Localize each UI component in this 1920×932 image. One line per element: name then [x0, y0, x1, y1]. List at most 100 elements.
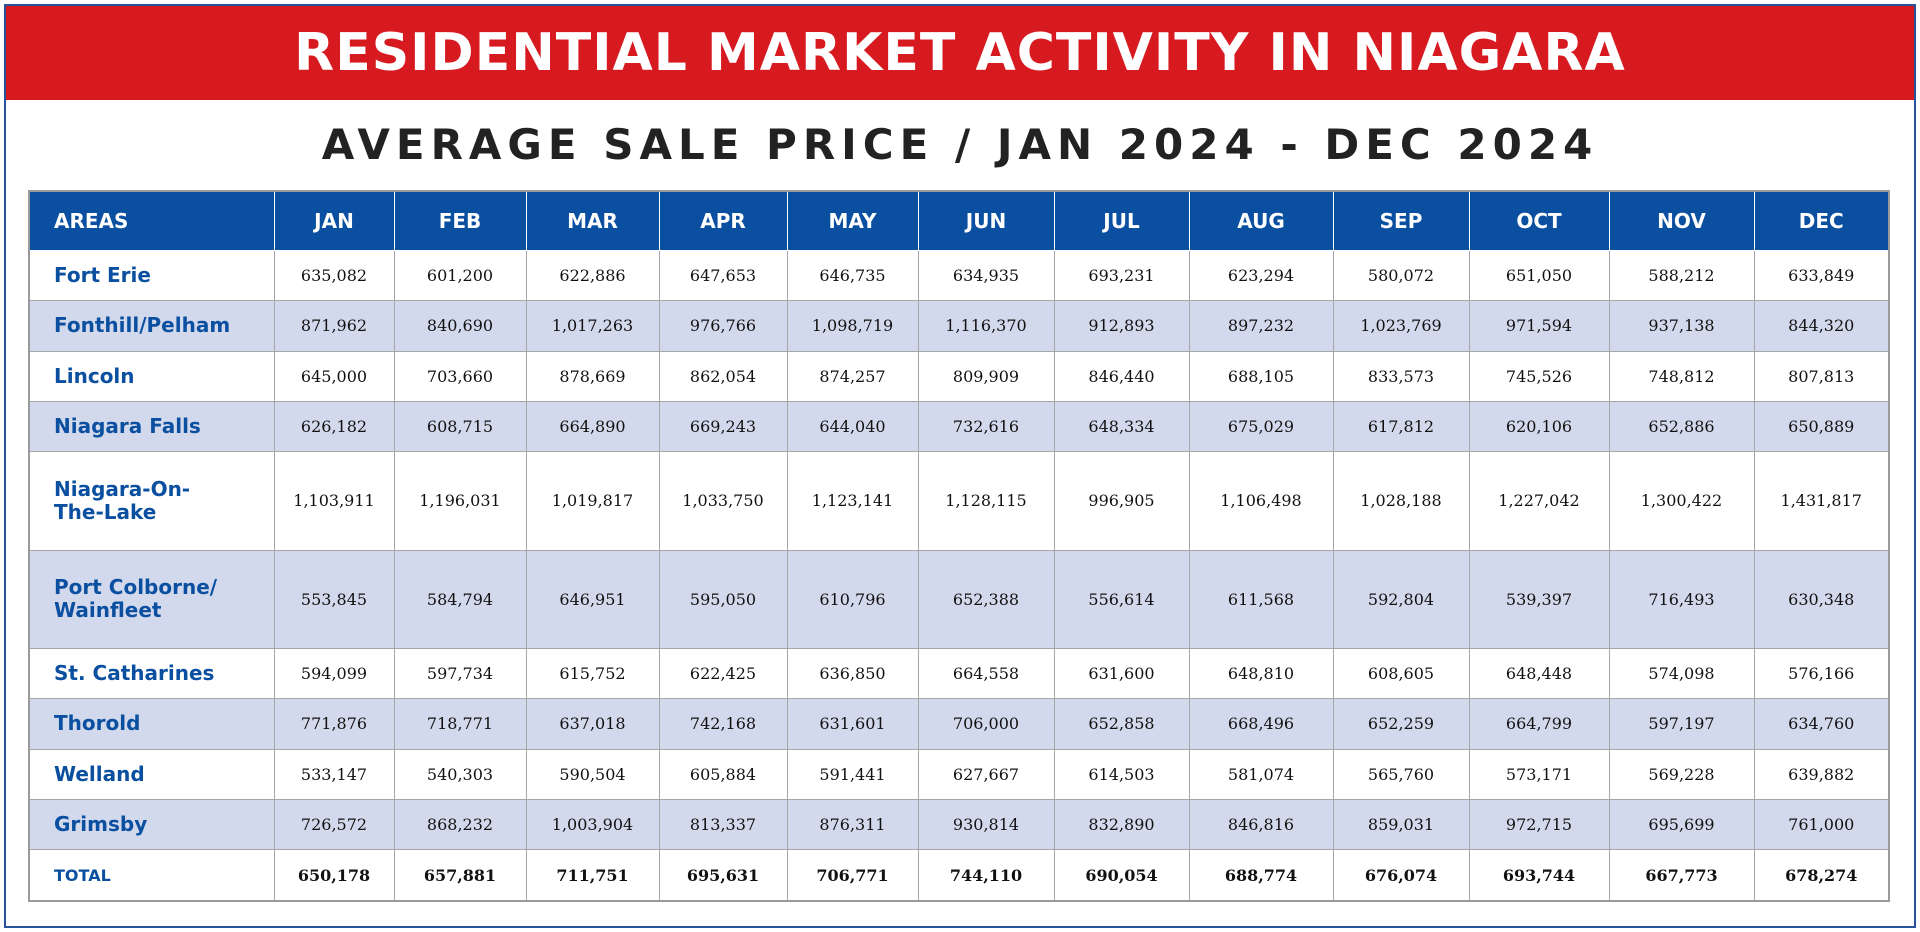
price-cell-dec: 634,760 — [1753, 698, 1890, 750]
price-cell-oct: 651,050 — [1468, 249, 1610, 302]
price-cell-may: 636,850 — [786, 647, 919, 700]
table-body: Fort Erie 635,082 601,200 622,886 647,653 646… — [28, 249, 1890, 902]
price-cell-dec: 633,849 — [1753, 249, 1890, 302]
price-cell-mar: 637,018 — [525, 698, 660, 750]
price-cell-feb: 608,715 — [393, 400, 527, 453]
price-cell-jul: 556,614 — [1053, 549, 1190, 649]
price-cell-oct: 573,171 — [1468, 748, 1610, 800]
area-name: Niagara-On- The-Lake — [28, 451, 275, 551]
area-name: Thorold — [28, 698, 275, 750]
area-name: Niagara Falls — [28, 400, 275, 453]
total-cell-jun: 744,110 — [917, 849, 1055, 902]
title-banner: RESIDENTIAL MARKET ACTIVITY IN NIAGARA — [6, 6, 1914, 100]
price-cell-mar: 1,003,904 — [525, 798, 660, 851]
price-cell-mar: 1,019,817 — [525, 451, 660, 551]
price-cell-mar: 615,752 — [525, 647, 660, 700]
price-cell-oct: 1,227,042 — [1468, 451, 1610, 551]
price-cell-nov: 597,197 — [1608, 698, 1755, 750]
price-cell-feb: 718,771 — [393, 698, 527, 750]
price-cell-jun: 634,935 — [917, 249, 1055, 302]
price-cell-sep: 617,812 — [1332, 400, 1470, 453]
price-cell-jan: 626,182 — [273, 400, 395, 453]
column-header-feb: FEB — [393, 190, 527, 251]
price-cell-jan: 771,876 — [273, 698, 395, 750]
price-cell-may: 874,257 — [786, 350, 919, 402]
total-cell-feb: 657,881 — [393, 849, 527, 902]
price-cell-jul: 648,334 — [1053, 400, 1190, 453]
area-name: Lincoln — [28, 350, 275, 402]
table-row: Fonthill/Pelham 871,962 840,690 1,017,263 97… — [28, 300, 1890, 352]
price-cell-oct: 972,715 — [1468, 798, 1610, 851]
price-cell-sep: 652,259 — [1332, 698, 1470, 750]
price-cell-nov: 588,212 — [1608, 249, 1755, 302]
table-row: Niagara-On- The-Lake 1,103,911 1,196,031 1,0… — [28, 451, 1890, 551]
price-cell-jan: 635,082 — [273, 249, 395, 302]
price-cell-jul: 846,440 — [1053, 350, 1190, 402]
price-cell-mar: 622,886 — [525, 249, 660, 302]
price-cell-apr: 976,766 — [658, 300, 788, 352]
price-cell-apr: 862,054 — [658, 350, 788, 402]
price-cell-jul: 996,905 — [1053, 451, 1190, 551]
price-cell-apr: 1,033,750 — [658, 451, 788, 551]
price-cell-oct: 664,799 — [1468, 698, 1610, 750]
price-cell-feb: 597,734 — [393, 647, 527, 700]
price-cell-aug: 611,568 — [1188, 549, 1334, 649]
price-cell-apr: 622,425 — [658, 647, 788, 700]
price-cell-jul: 652,858 — [1053, 698, 1190, 750]
price-cell-may: 1,098,719 — [786, 300, 919, 352]
price-cell-jun: 1,116,370 — [917, 300, 1055, 352]
price-cell-may: 591,441 — [786, 748, 919, 800]
column-header-may: MAY — [786, 190, 919, 251]
price-cell-may: 1,123,141 — [786, 451, 919, 551]
price-cell-may: 646,735 — [786, 249, 919, 302]
price-cell-feb: 703,660 — [393, 350, 527, 402]
price-cell-aug: 581,074 — [1188, 748, 1334, 800]
column-header-nov: NOV — [1608, 190, 1755, 251]
total-cell-sep: 676,074 — [1332, 849, 1470, 902]
price-cell-jun: 930,814 — [917, 798, 1055, 851]
price-cell-jul: 631,600 — [1053, 647, 1190, 700]
column-header-areas: AREAS — [28, 190, 275, 251]
page-subtitle: AVERAGE SALE PRICE / JAN 2024 - DEC 2024 — [321, 120, 1599, 169]
price-cell-nov: 1,300,422 — [1608, 451, 1755, 551]
area-name: Fonthill/Pelham — [28, 300, 275, 352]
price-cell-dec: 639,882 — [1753, 748, 1890, 800]
total-cell-aug: 688,774 — [1188, 849, 1334, 902]
price-cell-may: 631,601 — [786, 698, 919, 750]
price-cell-aug: 668,496 — [1188, 698, 1334, 750]
table-row: Fort Erie 635,082 601,200 622,886 647,653 646… — [28, 249, 1890, 302]
column-header-jun: JUN — [917, 190, 1055, 251]
price-cell-oct: 539,397 — [1468, 549, 1610, 649]
column-header-mar: MAR — [525, 190, 660, 251]
area-name: Fort Erie — [28, 249, 275, 302]
price-cell-apr: 742,168 — [658, 698, 788, 750]
total-cell-apr: 695,631 — [658, 849, 788, 902]
table-row: Lincoln 645,000 703,660 878,669 862,054 874,2… — [28, 350, 1890, 402]
price-cell-jan: 1,103,911 — [273, 451, 395, 551]
total-cell-may: 706,771 — [786, 849, 919, 902]
price-cell-nov: 748,812 — [1608, 350, 1755, 402]
price-cell-sep: 565,760 — [1332, 748, 1470, 800]
price-cell-dec: 844,320 — [1753, 300, 1890, 352]
price-cell-sep: 580,072 — [1332, 249, 1470, 302]
price-cell-jan: 645,000 — [273, 350, 395, 402]
price-cell-jul: 832,890 — [1053, 798, 1190, 851]
price-cell-apr: 595,050 — [658, 549, 788, 649]
price-cell-aug: 846,816 — [1188, 798, 1334, 851]
table-header-row: AREAS JAN FEB MAR APR MAY JUN JUL AUG SEP OCT NOV DE… — [28, 190, 1890, 251]
price-cell-nov: 695,699 — [1608, 798, 1755, 851]
total-cell-mar: 711,751 — [525, 849, 660, 902]
price-cell-feb: 540,303 — [393, 748, 527, 800]
price-cell-jun: 664,558 — [917, 647, 1055, 700]
price-cell-dec: 650,889 — [1753, 400, 1890, 453]
table-row: Niagara Falls 626,182 608,715 664,890 669,24… — [28, 400, 1890, 453]
price-cell-sep: 592,804 — [1332, 549, 1470, 649]
price-cell-jan: 553,845 — [273, 549, 395, 649]
price-cell-feb: 601,200 — [393, 249, 527, 302]
price-cell-dec: 1,431,817 — [1753, 451, 1890, 551]
price-cell-nov: 574,098 — [1608, 647, 1755, 700]
total-row: TOTAL 650,178 657,881 711,751 695,631 706,771… — [28, 849, 1890, 902]
price-cell-jun: 706,000 — [917, 698, 1055, 750]
price-cell-dec: 761,000 — [1753, 798, 1890, 851]
price-cell-sep: 1,028,188 — [1332, 451, 1470, 551]
